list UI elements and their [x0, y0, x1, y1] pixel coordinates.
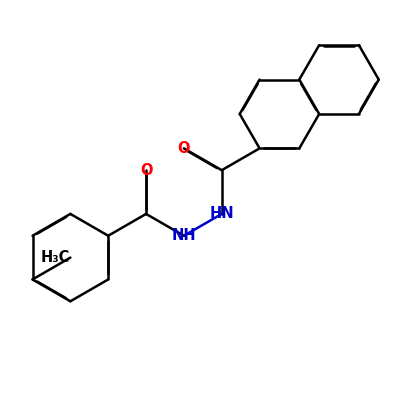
Text: NH: NH — [172, 228, 196, 243]
Text: O: O — [140, 163, 152, 178]
Text: O: O — [178, 141, 190, 156]
Text: HN: HN — [210, 206, 234, 222]
Text: H₃C: H₃C — [41, 250, 70, 265]
